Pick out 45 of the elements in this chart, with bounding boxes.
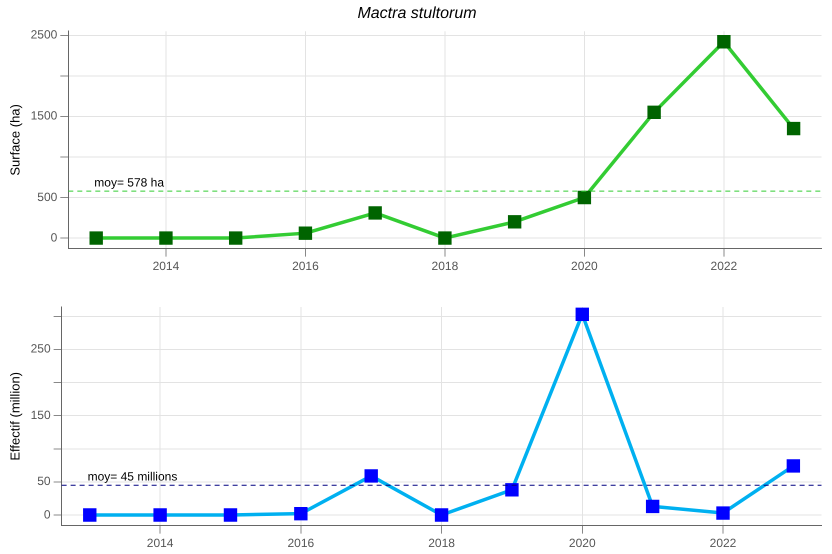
point <box>298 226 312 240</box>
x-tick-label: 2022 <box>710 536 737 550</box>
point <box>228 231 242 245</box>
y-tick-label: 0 <box>50 230 58 244</box>
y-tick-label: 150 <box>30 408 51 422</box>
y-tick-label: 1500 <box>30 108 58 123</box>
chart-title: Mactra stultorum <box>357 5 477 22</box>
x-tick-label: 2014 <box>146 536 174 550</box>
point <box>508 215 522 229</box>
point <box>294 506 308 520</box>
point <box>224 508 238 522</box>
y-tick-label: 500 <box>37 190 58 204</box>
y-tick-label: 250 <box>30 342 51 356</box>
point <box>647 106 661 120</box>
x-tick-label: 2018 <box>428 536 456 550</box>
point <box>438 231 452 245</box>
y-axis-title: Surface (ha) <box>7 104 22 176</box>
ref-line-label: moy= 45 millions <box>88 470 178 484</box>
x-tick-label: 2018 <box>432 259 459 274</box>
x-tick-label: 2014 <box>152 259 180 274</box>
point <box>368 206 382 220</box>
y-axis-title: Effectif (million) <box>7 372 22 461</box>
point <box>83 508 96 522</box>
point <box>434 508 448 522</box>
point <box>576 308 589 321</box>
point <box>716 506 730 520</box>
y-tick-label: 2500 <box>30 28 58 42</box>
point <box>153 508 167 522</box>
point <box>159 231 173 245</box>
point <box>786 122 800 136</box>
ref-line-label: moy= 578 ha <box>94 175 164 190</box>
point <box>786 459 800 473</box>
x-tick-label: 2020 <box>568 536 596 550</box>
x-tick-label: 2020 <box>571 259 598 274</box>
x-tick-label: 2022 <box>710 259 738 274</box>
point <box>505 483 519 497</box>
point <box>89 231 103 245</box>
point <box>646 500 660 514</box>
y-tick-label: 50 <box>37 474 51 488</box>
point <box>717 35 731 48</box>
x-tick-label: 2016 <box>287 536 315 550</box>
point <box>364 469 378 483</box>
y-tick-label: 0 <box>44 507 51 522</box>
x-tick-label: 2016 <box>292 259 320 274</box>
point <box>578 190 592 204</box>
